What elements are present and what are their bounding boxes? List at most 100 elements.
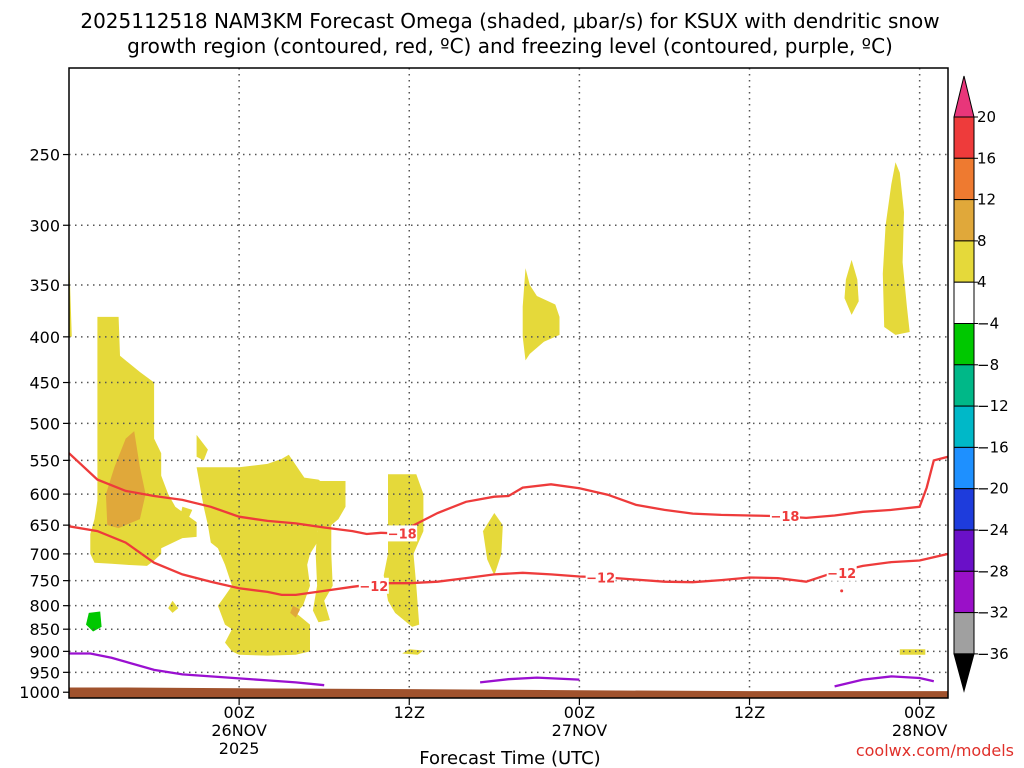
colorbar-tick-label: −28 xyxy=(977,562,1009,580)
colorbar-swatch xyxy=(953,323,975,366)
contour-label: −12 xyxy=(586,572,615,587)
colorbar-tick-label: 20 xyxy=(977,108,996,126)
colorbar-swatch xyxy=(953,157,975,201)
colorbar-swatch xyxy=(953,529,975,572)
y-tick-label: 750 xyxy=(29,572,60,591)
omega-shaded-region-11 xyxy=(882,162,910,335)
y-tick-label: 250 xyxy=(29,146,60,165)
dgz-contour-dot xyxy=(840,589,844,593)
colorbar-swatch xyxy=(953,116,975,159)
y-tick-label: 650 xyxy=(29,516,60,535)
colorbar-tick-label: −8 xyxy=(977,356,999,374)
x-tick-label: 12Z xyxy=(734,703,765,722)
freezing-level-contour-1 xyxy=(479,676,580,684)
y-tick-label: 500 xyxy=(29,414,60,433)
x-tick-label: 00Z xyxy=(223,703,254,722)
grid-lines xyxy=(69,68,948,698)
contour-label-bg xyxy=(826,564,857,581)
y-tick-label: 400 xyxy=(29,328,60,347)
y-tick-label: 450 xyxy=(29,374,60,393)
omega-shaded-region-8 xyxy=(402,649,424,655)
omega-shaded-region-12 xyxy=(844,259,859,315)
omega-shaded-region-4 xyxy=(196,434,208,461)
y-tick-label: 700 xyxy=(29,545,60,564)
plot-area: −18 −18 −12 −12 −12 xyxy=(69,68,948,698)
omega-shaded-region-2 xyxy=(179,506,193,520)
colorbar-swatch xyxy=(953,612,975,655)
colorbar-swatch xyxy=(953,405,975,448)
omega-shaded-region-15 xyxy=(290,605,301,618)
y-tick-label: 800 xyxy=(29,597,60,616)
y-tick-label: 900 xyxy=(29,642,60,661)
x-tick-label: 12Z xyxy=(394,703,425,722)
contour-label: −18 xyxy=(388,527,417,542)
ground-layer xyxy=(69,687,948,698)
freezing-level-contour-2 xyxy=(834,675,935,688)
chart-title-line1: 2025112518 NAM3KM Forecast Omega (shaded… xyxy=(80,9,939,33)
y-tick-label: 600 xyxy=(29,485,60,504)
x-tick-label: 2025 xyxy=(219,739,260,758)
omega-shaded-region-7 xyxy=(383,474,424,627)
y-tick-label: 850 xyxy=(29,620,60,639)
contour-label: −12 xyxy=(827,567,856,582)
colorbar-swatch xyxy=(953,364,975,407)
omega-shaded-region-14 xyxy=(105,431,146,529)
y-tick-label: 950 xyxy=(29,663,60,682)
y-tick-label: 300 xyxy=(29,216,60,235)
dgz-contour--18 xyxy=(69,452,948,536)
x-axis-label: Forecast Time (UTC) xyxy=(419,748,600,768)
omega-shaded-region-5 xyxy=(196,454,325,656)
y-tick-label: 550 xyxy=(29,451,60,470)
omega-shaded-region-9 xyxy=(483,513,503,576)
colorbar-tick-label: 12 xyxy=(977,191,996,209)
colorbar-tick-label: −16 xyxy=(977,438,1009,456)
ground-shading xyxy=(69,687,948,698)
x-tick-label: 28NOV xyxy=(892,721,948,740)
omega-shaded-region-16 xyxy=(86,611,102,632)
omega-shaded-region-10 xyxy=(522,268,560,361)
colorbar-swatch xyxy=(953,488,975,531)
colorbar-tick-label: 16 xyxy=(977,149,996,167)
colorbar: 20 16 12 8 4 −4 −8 −12 −16 −20 −24 −28 −32 −36 xyxy=(953,75,1009,693)
omega-shading xyxy=(69,162,926,656)
contour-label: −18 xyxy=(770,510,799,525)
contour-label-bg xyxy=(358,577,389,594)
colorbar-tick-label: 8 xyxy=(977,232,987,250)
colorbar-tick-label: −4 xyxy=(977,315,999,333)
credit-text: coolwx.com/models xyxy=(856,741,1014,760)
y-tick-label: 1000 xyxy=(19,683,60,702)
omega-shaded-region-3 xyxy=(168,600,179,613)
contour-label-bg xyxy=(387,525,418,542)
colorbar-swatch xyxy=(953,446,975,490)
colorbar-tick-label: −12 xyxy=(977,397,1009,415)
colorbar-tick-label: −32 xyxy=(977,604,1009,622)
colorbar-swatch xyxy=(953,199,975,242)
colorbar-swatch xyxy=(953,281,975,325)
colorbar-bottom-triangle xyxy=(953,653,975,693)
x-tick-label: 00Z xyxy=(564,703,595,722)
colorbar-swatch xyxy=(953,570,975,614)
freezing-level-contour-0 xyxy=(69,652,325,687)
y-axis: 250 300 350 400 450 500 550 600 650 700 750 800 850 9… xyxy=(19,146,69,702)
y-tick-label: 350 xyxy=(29,276,60,295)
dgz-contour--12 xyxy=(69,525,948,597)
omega-shaded-region-1 xyxy=(90,316,197,566)
colorbar-tick-label: −24 xyxy=(977,521,1009,539)
contour-label-bg xyxy=(585,569,616,586)
contour-label: −12 xyxy=(359,580,388,595)
omega-shaded-region-6 xyxy=(310,481,346,623)
x-tick-label: 00Z xyxy=(904,703,935,722)
colorbar-top-triangle xyxy=(953,75,975,118)
contour-layer: −18 −18 −12 −12 −12 xyxy=(69,452,948,688)
colorbar-tick-label: 4 xyxy=(977,273,987,291)
colorbar-swatch xyxy=(953,240,975,283)
x-tick-label: 27NOV xyxy=(552,721,608,740)
colorbar-tick-label: −36 xyxy=(977,645,1009,663)
x-tick-label: 26NOV xyxy=(211,721,267,740)
contour-label-bg xyxy=(769,508,800,525)
colorbar-tick-label: −20 xyxy=(977,480,1009,498)
chart-title-line2: growth region (contoured, red, ºC) and f… xyxy=(127,34,893,58)
plot-frame xyxy=(68,67,949,699)
